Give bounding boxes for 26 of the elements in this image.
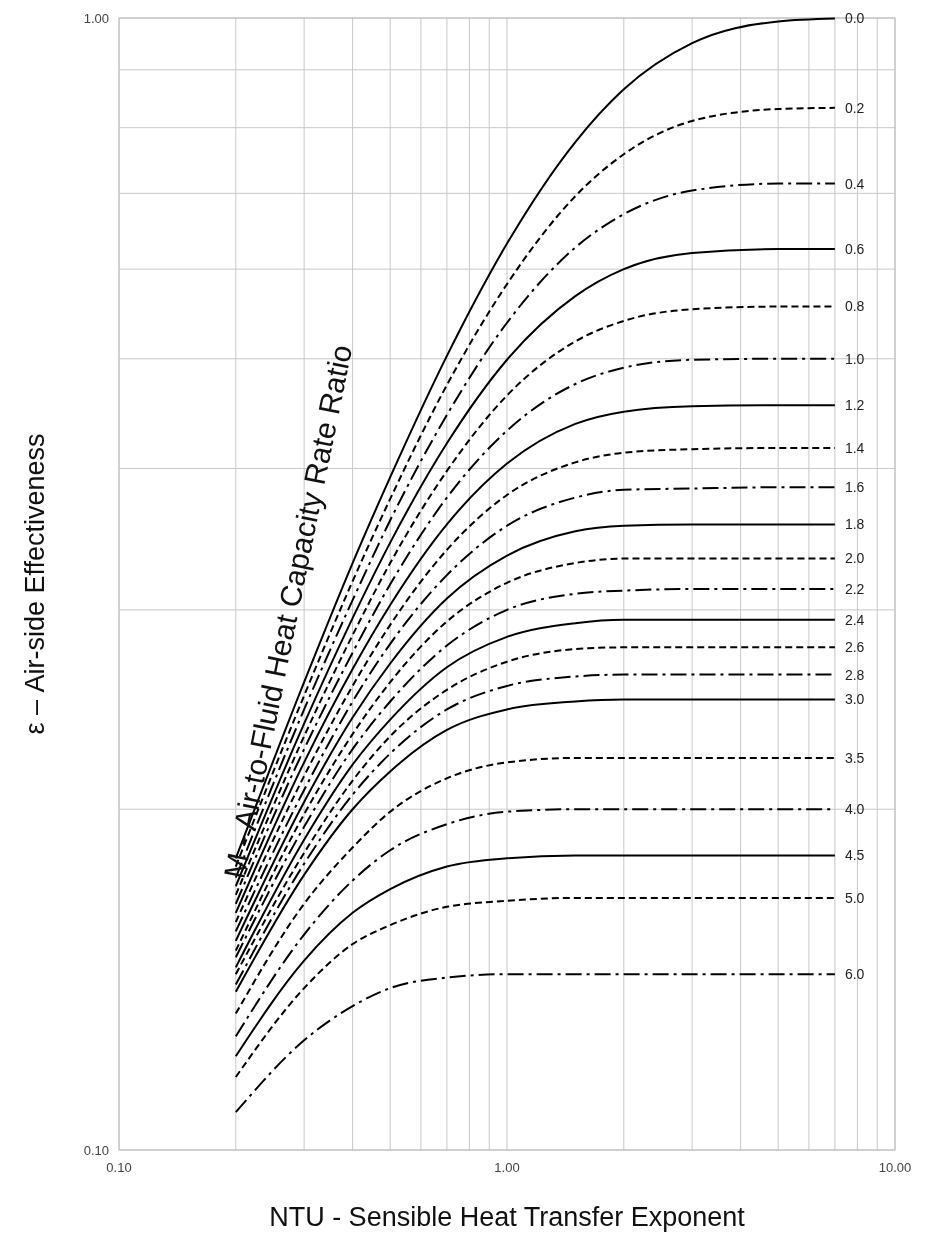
series-label: 1.2 (844, 397, 865, 414)
series-label: 2.6 (844, 639, 865, 656)
series-label: 2.8 (844, 666, 865, 683)
series-label: 0.6 (844, 240, 865, 257)
series-label: 4.0 (844, 801, 865, 818)
series-label: 4.5 (844, 847, 865, 864)
series-label: 2.0 (844, 550, 865, 567)
series-label: 1.8 (844, 516, 865, 533)
y-axis-title: ε – Air-side Effectiveness (20, 433, 50, 735)
series-label: 1.4 (844, 439, 865, 456)
x-tick-label: 1.00 (494, 1160, 520, 1175)
series-label: 6.0 (844, 966, 865, 983)
series-label: 3.5 (844, 749, 865, 766)
series-label: 0.8 (844, 298, 865, 315)
series-label: 1.6 (844, 479, 865, 496)
series-label: 1.0 (844, 350, 865, 367)
series-label: 2.4 (844, 611, 865, 628)
series-label: 0.2 (844, 99, 865, 116)
series-label: 0.4 (844, 175, 865, 192)
x-axis-title: NTU - Sensible Heat Transfer Exponent (269, 1202, 746, 1232)
series-label: 5.0 (844, 889, 865, 906)
x-tick-label: 0.10 (106, 1160, 132, 1175)
series-label: 3.0 (844, 691, 865, 708)
series-label: 0.0 (844, 10, 865, 27)
x-tick-label: 10.00 (878, 1160, 912, 1175)
series-label: 2.2 (844, 580, 865, 597)
